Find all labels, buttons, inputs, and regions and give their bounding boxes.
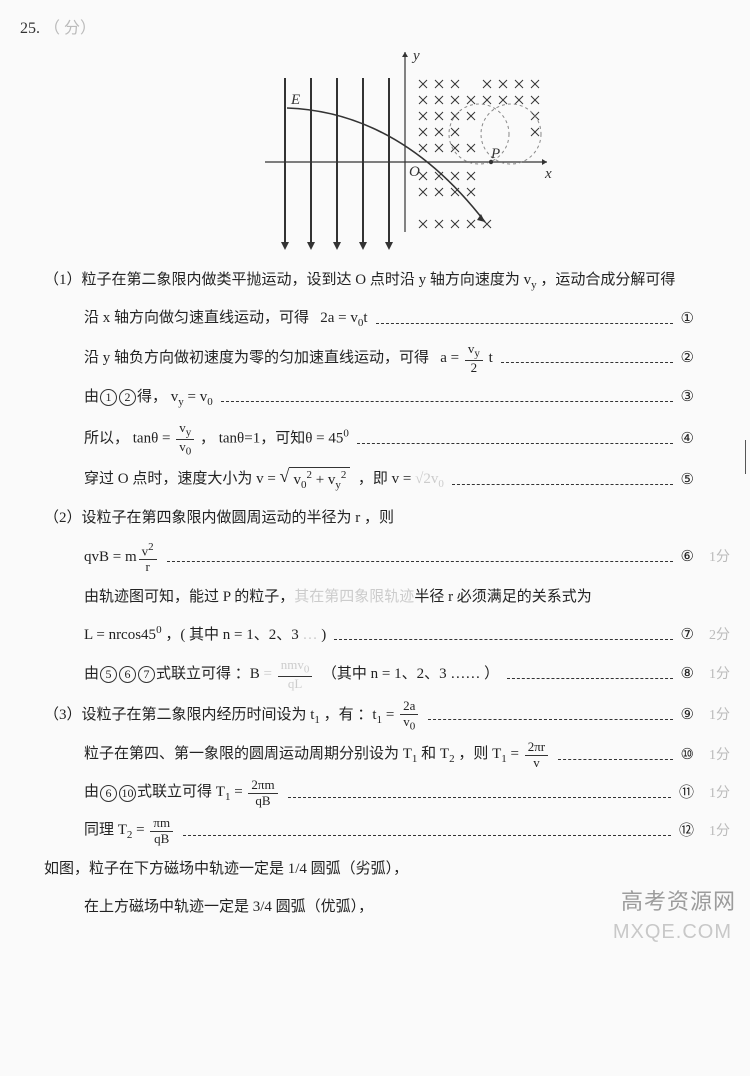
line-text: 如图，粒子在下方磁场中轨迹一定是 1/4 圆弧（劣弧），: [44, 856, 408, 883]
line-text: （3）设粒子在第二象限内经历时间设为 t1 ，有 ：t1 = 2av0: [44, 699, 420, 732]
svg-text:y: y: [411, 48, 420, 64]
question-number: 25.: [20, 20, 40, 37]
leader-dashes: [376, 315, 673, 324]
points-label: 1分: [702, 743, 730, 768]
line-text: （2）设粒子在第四象限内做圆周运动的半径为 r ，则: [44, 505, 394, 532]
line-text: 穿过 O 点时，速度大小为 v = √v02 + vy2 ，即 v = √2v0: [84, 466, 444, 495]
solution-line: （1）粒子在第二象限内做类平抛运动，设到达 O 点时沿 y 轴方向速度为 vy …: [20, 266, 730, 296]
solution-line: L = nrcos450 ，( 其中 n = 1、2、3 … ) ⑦ 2分: [20, 620, 730, 650]
page-edge-mark: [745, 440, 746, 474]
equation-number: ⑦: [681, 622, 694, 649]
points-label: 1分: [702, 703, 730, 728]
leader-dashes: [558, 751, 672, 760]
svg-text:x: x: [544, 166, 552, 182]
points-label: 1分: [702, 781, 730, 806]
solution-line: 沿 y 轴负方向做初速度为零的匀加速直线运动，可得 a = vy2 t②1分: [20, 342, 730, 375]
solution-line: 由轨迹图可知，能过 P 的粒子，其在第四象限轨迹半径 r 必须满足的关系式为: [20, 582, 730, 612]
physics-diagram: Ey x O P: [195, 44, 555, 254]
points-label: 1分: [702, 662, 730, 687]
equation-number: ②: [681, 345, 694, 372]
svg-text:P: P: [490, 146, 500, 162]
points-label: 2分: [702, 623, 730, 648]
svg-text:E: E: [290, 92, 300, 108]
solution-line: 由610式联立可得 T1 = 2πmqB ⑪ 1分: [20, 778, 730, 808]
solution-line: 如图，粒子在下方磁场中轨迹一定是 1/4 圆弧（劣弧），: [20, 854, 730, 884]
solution-line: 所以， tanθ = vyv0 ， tanθ=1，可知θ = 450④1分: [20, 421, 730, 457]
line-text: 同理 T2 = πmqB: [84, 816, 175, 846]
line-text: 沿 x 轴方向做匀速直线运动，可得 2a = v0t: [84, 305, 368, 334]
watermark-url: MXQE.COM: [613, 921, 732, 944]
line-text: 粒子在第四、第一象限的圆周运动周期分别设为 T1 和 T2 ，则 T1 = 2π…: [84, 740, 550, 770]
equation-number: ⑪: [679, 780, 694, 807]
equation-number: ⑧: [681, 661, 694, 688]
solution-line: 穿过 O 点时，速度大小为 v = √v02 + vy2 ，即 v = √2v0…: [20, 465, 730, 495]
line-text: 由12得， vy = v0: [84, 384, 213, 413]
solution-line: 同理 T2 = πmqB ⑫ 1分: [20, 816, 730, 846]
leader-dashes: [357, 435, 673, 444]
line-text: 由轨迹图可知，能过 P 的粒子，其在第四象限轨迹半径 r 必须满足的关系式为: [84, 584, 592, 611]
line-text: 由567式联立可得 ：B = nmv0qL （其中 n = 1、2、3 …… ）: [84, 658, 499, 691]
leader-dashes: [221, 393, 673, 402]
solution-line: （2）设粒子在第四象限内做圆周运动的半径为 r ，则: [20, 503, 730, 533]
equation-number: ④: [681, 426, 694, 453]
solution-line: 由567式联立可得 ：B = nmv0qL （其中 n = 1、2、3 …… ）…: [20, 658, 730, 691]
line-text: 沿 y 轴负方向做初速度为零的匀加速直线运动，可得 a = vy2 t: [84, 342, 493, 375]
leader-dashes: [183, 827, 671, 836]
equation-number: ⑤: [681, 467, 694, 494]
line-text: L = nrcos450 ，( 其中 n = 1、2、3 … ): [84, 621, 326, 649]
solution-line: （3）设粒子在第二象限内经历时间设为 t1 ，有 ：t1 = 2av0 ⑨ 1分: [20, 699, 730, 732]
equation-number: ⑨: [681, 702, 694, 729]
line-text: 在上方磁场中轨迹一定是 3/4 圆弧（优弧），: [84, 894, 373, 921]
leader-dashes: [501, 354, 673, 363]
line-text: 所以， tanθ = vyv0 ， tanθ=1，可知θ = 450: [84, 421, 349, 457]
equation-number: ③: [681, 384, 694, 411]
svg-text:O: O: [409, 164, 420, 180]
line-text: qvB = mv2r: [84, 541, 159, 574]
equation-number: ①: [681, 306, 694, 333]
watermark-brand: 高考资源网: [621, 884, 736, 916]
solution-line: 由12得， vy = v0③1分: [20, 383, 730, 413]
equation-number: ⑩: [681, 742, 694, 769]
points-label: 1分: [702, 545, 730, 570]
leader-dashes: [288, 789, 671, 798]
leader-dashes: [452, 476, 673, 485]
solution-line: qvB = mv2r ⑥ 1分: [20, 541, 730, 574]
leader-dashes: [167, 553, 673, 562]
leader-dashes: [428, 711, 672, 720]
question-header: 25. （ 分）: [20, 14, 730, 38]
equation-number: ⑫: [679, 818, 694, 845]
solution-line: 粒子在第四、第一象限的圆周运动周期分别设为 T1 和 T2 ，则 T1 = 2π…: [20, 740, 730, 770]
points-label: 1分: [702, 819, 730, 844]
line-text: 由610式联立可得 T1 = 2πmqB: [84, 778, 280, 808]
line-text: （1）粒子在第二象限内做类平抛运动，设到达 O 点时沿 y 轴方向速度为 vy …: [44, 267, 675, 296]
equation-number: ⑥: [681, 544, 694, 571]
question-points: （ 分）: [44, 20, 96, 37]
leader-dashes: [334, 631, 672, 640]
solution-line: 沿 x 轴方向做匀速直线运动，可得 2a = v0t①1分: [20, 304, 730, 334]
leader-dashes: [507, 670, 672, 679]
